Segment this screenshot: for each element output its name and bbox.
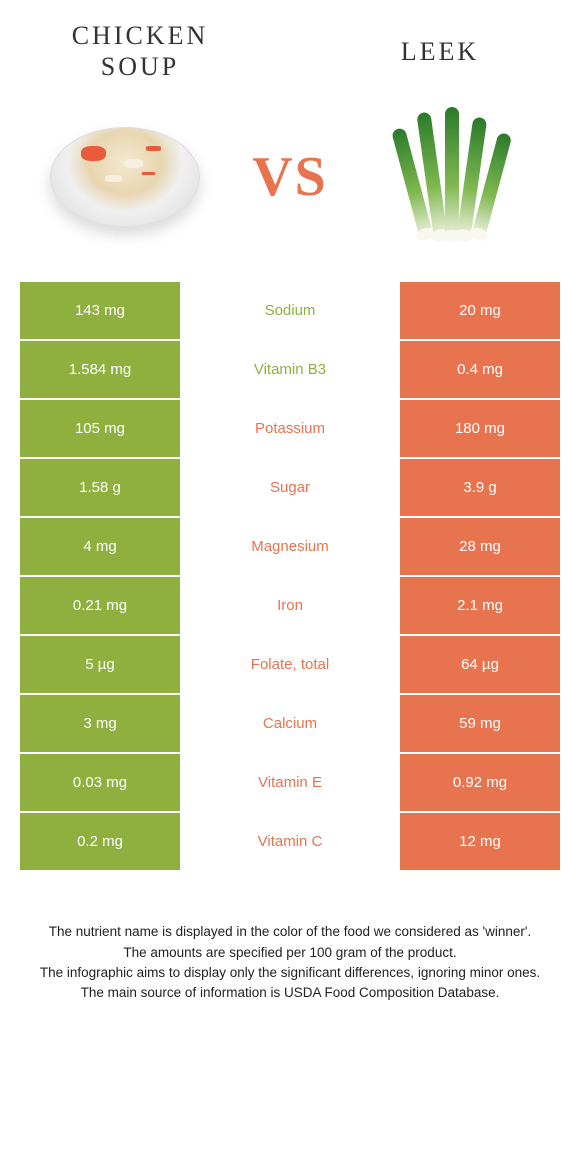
nutrient-label: Iron [180,577,400,634]
left-food-title: Chicken soup [40,20,240,82]
right-value: 28 mg [400,518,560,575]
left-value: 3 mg [20,695,180,752]
footer-line: The infographic aims to display only the… [30,963,550,983]
nutrient-label: Calcium [180,695,400,752]
right-value: 59 mg [400,695,560,752]
left-value: 0.21 mg [20,577,180,634]
right-food-title: Leek [340,36,540,67]
footer-notes: The nutrient name is displayed in the co… [0,872,580,1023]
left-value: 1.58 g [20,459,180,516]
nutrient-label: Potassium [180,400,400,457]
nutrient-row: 5 µgFolate, total64 µg [20,636,560,693]
nutrient-label: Sodium [180,282,400,339]
right-value: 0.4 mg [400,341,560,398]
footer-line: The nutrient name is displayed in the co… [30,922,550,942]
nutrient-row: 143 mgSodium20 mg [20,282,560,339]
leek-bunch-icon [385,107,525,247]
nutrient-table: 143 mgSodium20 mg1.584 mgVitamin B30.4 m… [0,282,580,870]
nutrient-row: 3 mgCalcium59 mg [20,695,560,752]
nutrient-row: 1.584 mgVitamin B30.4 mg [20,341,560,398]
nutrient-label: Sugar [180,459,400,516]
nutrient-row: 4 mgMagnesium28 mg [20,518,560,575]
right-value: 2.1 mg [400,577,560,634]
left-value: 4 mg [20,518,180,575]
nutrient-row: 105 mgPotassium180 mg [20,400,560,457]
footer-line: The amounts are specified per 100 gram o… [30,943,550,963]
right-value: 12 mg [400,813,560,870]
right-value: 0.92 mg [400,754,560,811]
left-value: 0.2 mg [20,813,180,870]
right-food-image [370,102,540,252]
nutrient-label: Folate, total [180,636,400,693]
right-value: 64 µg [400,636,560,693]
nutrient-label: Vitamin C [180,813,400,870]
images-row: VS [0,92,580,282]
soup-bowl-icon [50,127,200,227]
nutrient-row: 0.21 mgIron2.1 mg [20,577,560,634]
vs-label: VS [252,145,328,209]
header: Chicken soup Leek [0,0,580,92]
nutrient-row: 1.58 gSugar3.9 g [20,459,560,516]
nutrient-row: 0.03 mgVitamin E0.92 mg [20,754,560,811]
left-value: 105 mg [20,400,180,457]
left-value: 143 mg [20,282,180,339]
nutrient-label: Vitamin B3 [180,341,400,398]
left-value: 5 µg [20,636,180,693]
right-value: 20 mg [400,282,560,339]
nutrient-row: 0.2 mgVitamin C12 mg [20,813,560,870]
nutrient-label: Vitamin E [180,754,400,811]
left-value: 1.584 mg [20,341,180,398]
left-food-image [40,102,210,252]
footer-line: The main source of information is USDA F… [30,983,550,1003]
nutrient-label: Magnesium [180,518,400,575]
right-value: 3.9 g [400,459,560,516]
right-value: 180 mg [400,400,560,457]
left-value: 0.03 mg [20,754,180,811]
